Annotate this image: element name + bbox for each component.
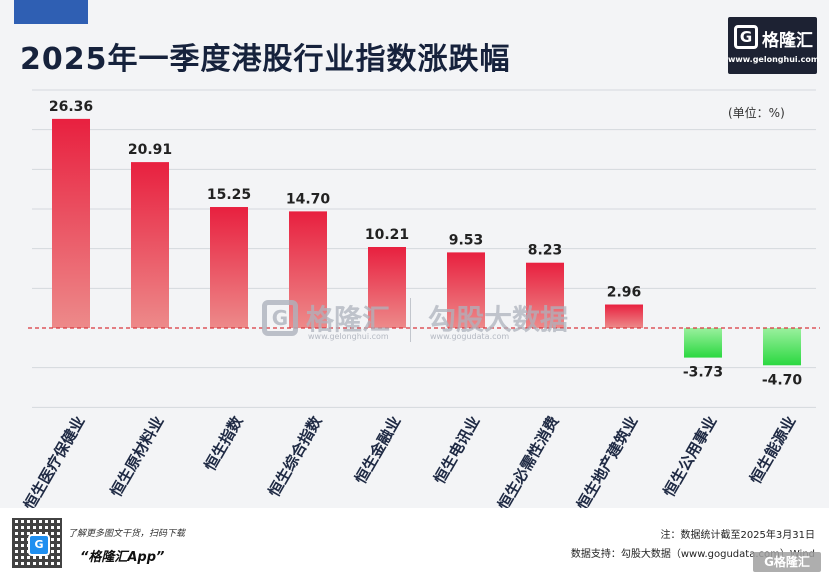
bar-3 <box>289 211 327 328</box>
footer: G 了解更多图文干货，扫码下载 “格隆汇App” 注：数据统计截至2025年3月… <box>0 508 829 574</box>
value-label-0: 26.36 <box>49 99 93 115</box>
data-note: 注：数据统计截至2025年3月31日 <box>660 530 815 541</box>
value-label-2: 15.25 <box>207 187 251 203</box>
category-label-7: 恒生地产建筑业 <box>573 413 641 508</box>
bar-9 <box>763 328 801 366</box>
unit-label: (单位：%) <box>728 106 785 120</box>
top-accent-bar <box>14 0 88 24</box>
bar-7 <box>605 304 643 328</box>
bar-8 <box>684 328 722 358</box>
bar-6 <box>526 262 564 328</box>
promo-app-name: “格隆汇App” <box>80 550 165 565</box>
chart-title: 2025年一季度港股行业指数涨跌幅 <box>20 42 511 77</box>
bar-chart: 26.36 20.91 15.25 14.70 10.21 9.53 8.23 2.96 -3.… <box>20 89 820 508</box>
data-source: 数据支持：勾股大数据（www.gogudata.com）Wind <box>570 549 815 560</box>
bar-1 <box>131 162 169 328</box>
category-label-1: 恒生原材料业 <box>107 413 168 500</box>
category-label-6: 恒生必需性消费 <box>494 413 562 508</box>
qr-app-icon: G <box>28 534 50 556</box>
bar-4 <box>368 247 406 328</box>
value-label-6: 8.23 <box>528 243 563 259</box>
category-label-4: 恒生金融业 <box>351 413 404 487</box>
bar-0 <box>52 118 90 328</box>
category-label-5: 恒生电讯业 <box>430 413 483 487</box>
corner-brand-badge: G格隆汇 <box>753 552 821 572</box>
brand-logo: G 格隆汇 www.gelonghui.com <box>728 17 820 74</box>
value-label-4: 10.21 <box>365 227 409 243</box>
value-label-8: -3.73 <box>683 365 723 381</box>
logo-url: www.gelonghui.com <box>728 55 820 64</box>
value-label-7: 2.96 <box>607 285 642 301</box>
value-label-3: 14.70 <box>286 191 331 207</box>
value-label-5: 9.53 <box>449 232 484 248</box>
category-label-9: 恒生能源业 <box>746 413 799 487</box>
logo-name: 格隆汇 <box>762 31 813 51</box>
category-label-3: 恒生综合指数 <box>265 412 326 500</box>
category-label-8: 恒生公用事业 <box>660 413 721 500</box>
value-label-9: -4.70 <box>762 372 803 388</box>
promo-text: 了解更多图文干货，扫码下载 <box>68 529 186 539</box>
category-label-2: 恒生指数 <box>201 412 247 474</box>
category-label-0: 恒生医疗保健业 <box>20 413 88 508</box>
logo-g-icon: G <box>734 25 758 49</box>
bar-2 <box>210 207 248 328</box>
value-label-1: 20.91 <box>128 142 172 158</box>
bar-5 <box>447 252 485 328</box>
